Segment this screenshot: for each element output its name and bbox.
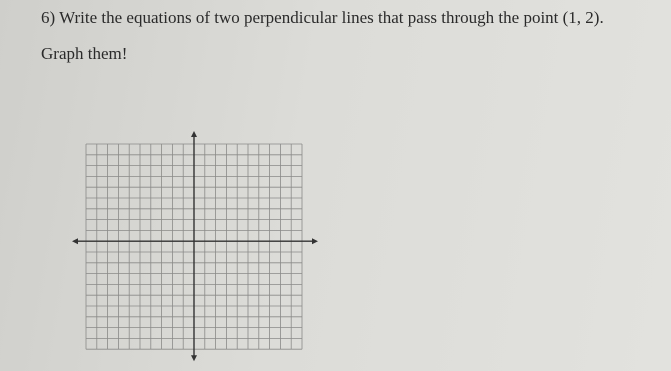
problem-number: 6)	[41, 8, 56, 27]
problem-instruction: Graph them!	[41, 44, 128, 63]
arrow	[72, 238, 78, 245]
arrow	[191, 355, 197, 362]
arrow	[312, 238, 318, 245]
problem-line: 6) Write the equations of two perpendicu…	[41, 8, 604, 28]
arrow	[191, 131, 197, 137]
problem-text: Write the equations of two perpendicular…	[59, 8, 604, 27]
